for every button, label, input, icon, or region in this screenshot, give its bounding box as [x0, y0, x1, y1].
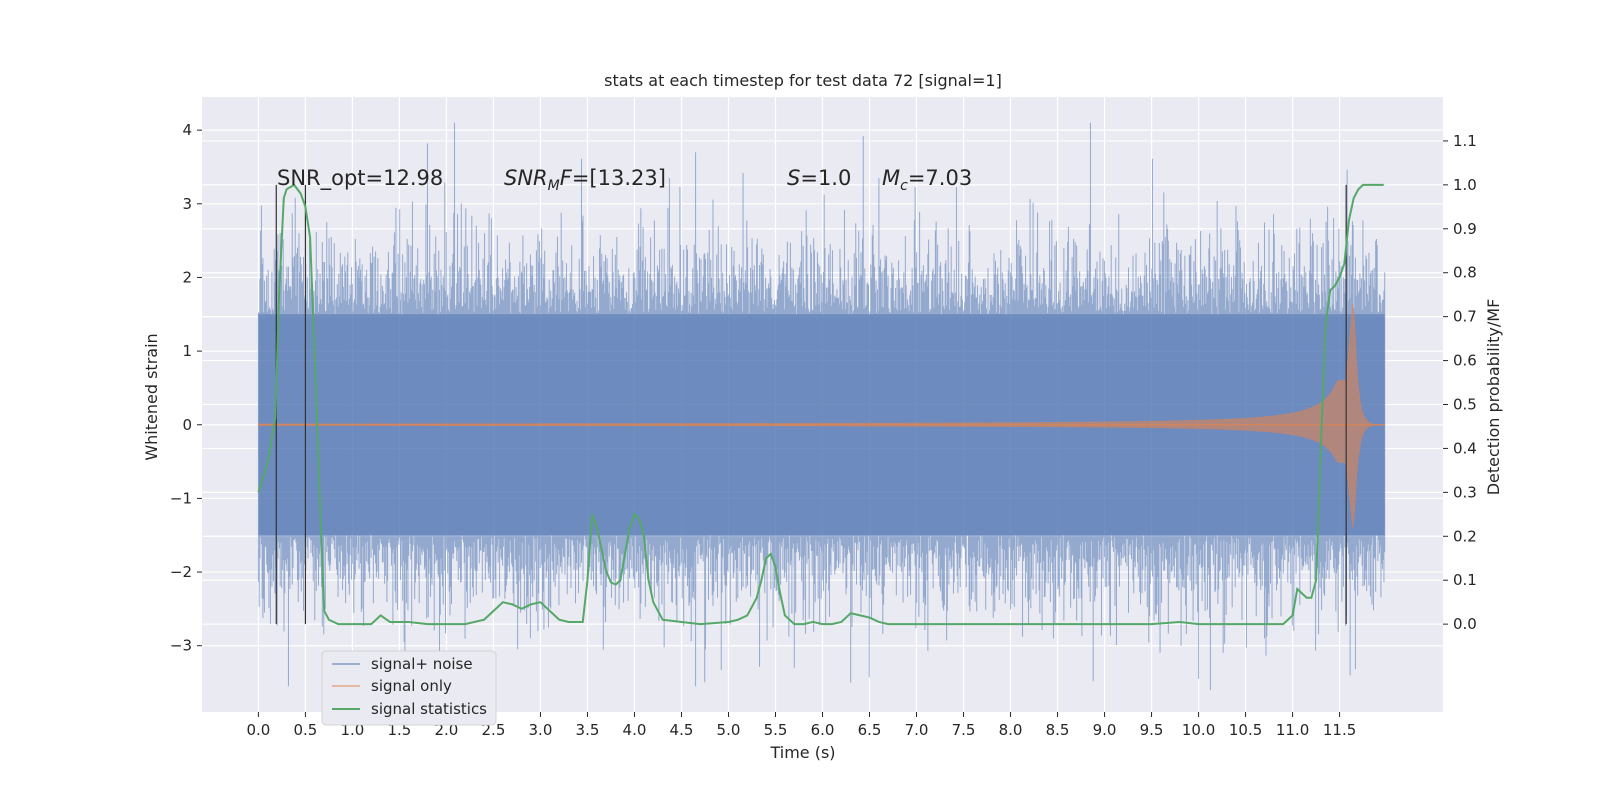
y-right-tick-label: 0.2	[1453, 527, 1477, 545]
y-left-tick-label: 3	[182, 195, 192, 213]
x-tick-label: 5.0	[717, 721, 741, 739]
series-signal-only	[258, 302, 1386, 529]
y-left-axis-ticks: −3 −2 −1 0 1 2 3 4	[170, 121, 202, 655]
legend-label-signal-only: signal only	[371, 677, 452, 695]
y-left-tick-label: −1	[170, 489, 192, 507]
x-tick-label: 3.0	[529, 721, 553, 739]
x-tick-label: 6.5	[858, 721, 882, 739]
series-signal-statistics	[257, 183, 1384, 626]
x-tick-label: 8.5	[1046, 721, 1070, 739]
y-right-tick-label: 0.7	[1453, 308, 1477, 326]
y-right-tick-label: 0.1	[1453, 571, 1477, 589]
y-right-tick-label: 0.8	[1453, 264, 1477, 282]
annotation-mc: Mc=7.03	[882, 166, 972, 194]
y-right-tick-label: 0.4	[1453, 439, 1477, 457]
x-tick-label: 5.5	[764, 721, 788, 739]
x-tick-label: 8.0	[999, 721, 1023, 739]
x-tick-label: 4.0	[623, 721, 647, 739]
y-left-axis-label: Whitened strain	[142, 333, 161, 460]
y-left-tick-label: 2	[182, 268, 192, 286]
x-tick-label: 4.5	[670, 721, 694, 739]
y-right-tick-label: 0.0	[1453, 615, 1477, 633]
y-right-tick-label: 0.6	[1453, 352, 1477, 370]
y-right-axis-ticks: 0.0 0.1 0.2 0.3 0.4 0.5 0.6 0.7 0.8 0.9 1.0 1.1	[1443, 132, 1477, 633]
x-tick-label: 11.5	[1323, 721, 1356, 739]
x-axis-ticks: 0.0 0.5 1.0 1.5 2.0 2.5 3.0 3.5 4.0 4.5 5.0 5.5 6.0 6…	[246, 712, 1356, 739]
legend-box	[321, 650, 497, 726]
y-left-tick-label: 0	[182, 416, 192, 434]
x-tick-label: 10.5	[1229, 721, 1262, 739]
annotation-snr-opt: SNR_opt=12.98	[277, 166, 443, 191]
legend-label-signal-noise: signal+ noise	[371, 655, 473, 673]
legend: signal+ noise signal only signal statist…	[321, 650, 497, 726]
x-tick-label: 7.5	[952, 721, 976, 739]
y-right-tick-label: 0.3	[1453, 483, 1477, 501]
y-left-tick-label: 1	[182, 342, 192, 360]
annotations: SNR_opt=12.98 SNRMF=[13.23] S=1.0 Mc=7.0…	[277, 166, 972, 194]
y-left-tick-label: 4	[182, 121, 192, 139]
y-right-axis-label: Detection probability/MF	[1484, 299, 1503, 496]
x-tick-label: 10.0	[1182, 721, 1215, 739]
legend-label-signal-statistics: signal statistics	[371, 700, 487, 718]
y-right-tick-label: 0.9	[1453, 220, 1477, 238]
y-right-tick-label: 0.5	[1453, 396, 1477, 414]
y-right-tick-label: 1.0	[1453, 176, 1477, 194]
y-left-tick-label: −3	[170, 637, 192, 655]
y-right-tick-label: 1.1	[1453, 132, 1477, 150]
annotation-snr-mf: SNRMF=[13.23]	[504, 166, 666, 194]
x-tick-label: 3.5	[576, 721, 600, 739]
x-tick-label: 7.0	[905, 721, 929, 739]
y-left-tick-label: −2	[170, 563, 192, 581]
x-tick-label: 9.5	[1140, 721, 1164, 739]
x-tick-label: 6.0	[811, 721, 835, 739]
x-tick-label: 0.5	[293, 721, 317, 739]
chart-title: stats at each timestep for test data 72 …	[604, 71, 1002, 90]
statistics-line	[257, 183, 1384, 626]
annotation-s: S=1.0	[787, 166, 851, 190]
x-tick-label: 11.0	[1276, 721, 1309, 739]
x-axis-label: Time (s)	[769, 743, 835, 762]
x-tick-label: 9.0	[1093, 721, 1117, 739]
x-tick-label: 0.0	[246, 721, 270, 739]
